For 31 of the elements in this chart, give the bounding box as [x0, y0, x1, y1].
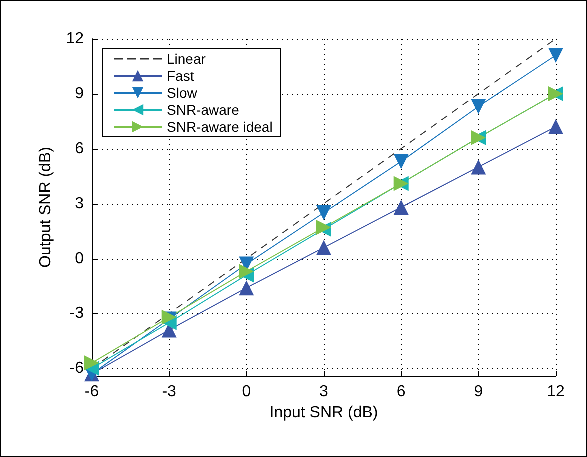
legend-label: Fast	[167, 68, 194, 84]
x-tick-label: 9	[474, 384, 484, 400]
legend-label: SNR-aware ideal	[167, 119, 273, 135]
point	[239, 280, 254, 296]
y-axis-title: Output SNR (dB)	[38, 147, 54, 268]
y-tick-label: -3	[70, 305, 84, 322]
point	[548, 48, 564, 63]
point	[548, 119, 564, 134]
x-tick-label: 12	[547, 384, 565, 400]
point	[471, 160, 486, 175]
point	[471, 99, 486, 114]
point	[316, 205, 332, 220]
point	[84, 356, 100, 371]
y-tick-label: 3	[75, 195, 84, 212]
y-tick-label: -6	[70, 360, 84, 378]
x-tick-label: 3	[320, 384, 329, 400]
x-tick-label: 0	[242, 384, 252, 400]
legend-label: SNR-aware	[167, 102, 240, 118]
y-tick-label: 12	[66, 30, 84, 48]
x-tick-label: 6	[396, 384, 406, 400]
point	[239, 264, 254, 280]
y-tick-label: 0	[75, 250, 84, 268]
point	[316, 240, 332, 256]
y-tick-label: 6	[75, 140, 84, 158]
y-tick-label: 9	[75, 85, 84, 102]
point	[394, 154, 409, 170]
legend-label: Linear	[167, 51, 206, 67]
x-tick-label: -3	[162, 384, 177, 400]
x-axis-title: Input SNR (dB)	[270, 404, 378, 422]
legend-label: Slow	[167, 85, 198, 101]
point	[394, 200, 409, 215]
